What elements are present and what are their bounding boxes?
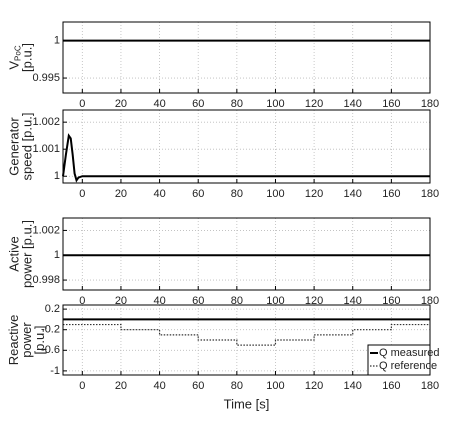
- y-axis-label: power: [19, 322, 34, 358]
- y-axis-label: Generator: [7, 117, 22, 176]
- y-tick-label: -0.2: [41, 324, 60, 336]
- y-axis-label: power [p.u.]: [20, 220, 35, 288]
- axes-box: [62, 21, 431, 94]
- axes-box: [62, 217, 431, 291]
- y-axis-label-text: [p.u.]: [32, 326, 47, 355]
- x-tick-label: 160: [382, 188, 400, 200]
- y-axis-label-sub: PoC: [14, 45, 23, 61]
- x-tick-label: 160: [382, 98, 400, 110]
- x-tick-label: 80: [231, 188, 243, 200]
- y-tick-label: 1.002: [32, 116, 60, 128]
- x-tick-label: 140: [344, 188, 362, 200]
- x-tick-label: 60: [192, 188, 204, 200]
- y-axis-label-text: Reactive: [6, 315, 21, 366]
- y-tick-label: 1: [54, 249, 60, 261]
- x-tick-label: 0: [79, 380, 85, 392]
- x-tick-label: 20: [115, 295, 127, 307]
- axes-box: [62, 304, 431, 376]
- x-tick-label: 100: [266, 98, 284, 110]
- y-axis-label-text: V: [7, 61, 22, 70]
- x-tick-label: 180: [421, 98, 439, 110]
- y-axis-label: Active: [7, 236, 22, 271]
- x-tick-label: 80: [231, 380, 243, 392]
- x-tick-label: 120: [305, 98, 323, 110]
- x-tick-label: 120: [305, 188, 323, 200]
- y-axis-label: [p.u.]: [20, 43, 35, 72]
- y-axis-label: speed [p.u.]: [20, 113, 35, 181]
- x-tick-label: 140: [344, 295, 362, 307]
- data-line: [63, 323, 430, 346]
- x-tick-label: 120: [305, 295, 323, 307]
- y-tick-label: 0.995: [32, 72, 60, 84]
- x-tick-label: 100: [266, 295, 284, 307]
- y-tick-label: 1.002: [32, 224, 60, 236]
- x-tick-label: 140: [344, 380, 362, 392]
- x-tick-label: 160: [382, 380, 400, 392]
- x-tick-label: 40: [153, 98, 165, 110]
- legend-box: [367, 344, 431, 376]
- y-axis-label-text: power [p.u.]: [20, 220, 35, 288]
- x-tick-label: 0: [79, 98, 85, 110]
- x-axis-label: Time [s]: [224, 396, 270, 411]
- y-axis-label-text: speed [p.u.]: [20, 113, 35, 181]
- y-axis-label: [p.u.]: [32, 326, 47, 355]
- x-tick-label: 100: [266, 188, 284, 200]
- x-tick-label: 120: [305, 380, 323, 392]
- x-tick-label: 0: [79, 295, 85, 307]
- y-tick-label: 1: [54, 35, 60, 47]
- x-tick-label: 100: [266, 380, 284, 392]
- x-tick-label: 20: [115, 380, 127, 392]
- plot-area: [63, 110, 430, 183]
- y-tick-label: -1: [50, 365, 60, 377]
- y-tick-label: 0.998: [32, 274, 60, 286]
- y-tick-label: 1.001: [32, 143, 60, 155]
- x-tick-label: 180: [421, 295, 439, 307]
- legend-label: Q measured: [379, 347, 440, 359]
- x-tick-label: 140: [344, 98, 362, 110]
- y-axis-label-text: [p.u.]: [20, 43, 35, 72]
- x-tick-label: 40: [153, 188, 165, 200]
- x-tick-label: 180: [421, 380, 439, 392]
- x-tick-label: 20: [115, 98, 127, 110]
- plot-area: [63, 22, 430, 93]
- y-axis-label-text: Active: [7, 236, 22, 271]
- x-tick-label: 80: [231, 295, 243, 307]
- plot-area: [63, 218, 430, 290]
- x-tick-label: 60: [192, 98, 204, 110]
- y-axis-label-text: power: [19, 322, 34, 358]
- y-tick-label: -0.6: [41, 344, 60, 356]
- x-tick-label: 80: [231, 98, 243, 110]
- x-tick-label: 180: [421, 188, 439, 200]
- y-tick-label: 0.2: [45, 303, 60, 315]
- x-tick-label: 40: [153, 380, 165, 392]
- data-line: [62, 133, 430, 183]
- y-axis-label: VPoC: [7, 45, 23, 69]
- legend-label: Q reference: [379, 360, 437, 372]
- y-axis-label: Reactive: [6, 315, 21, 366]
- y-axis-label-text: Generator: [7, 117, 22, 176]
- x-tick-label: 160: [382, 295, 400, 307]
- x-tick-label: 20: [115, 188, 127, 200]
- x-tick-label: 40: [153, 295, 165, 307]
- x-tick-label: 60: [192, 295, 204, 307]
- x-tick-label: 60: [192, 380, 204, 392]
- y-tick-label: 1: [54, 170, 60, 182]
- axes-box: [62, 109, 431, 184]
- x-tick-label: 0: [79, 188, 85, 200]
